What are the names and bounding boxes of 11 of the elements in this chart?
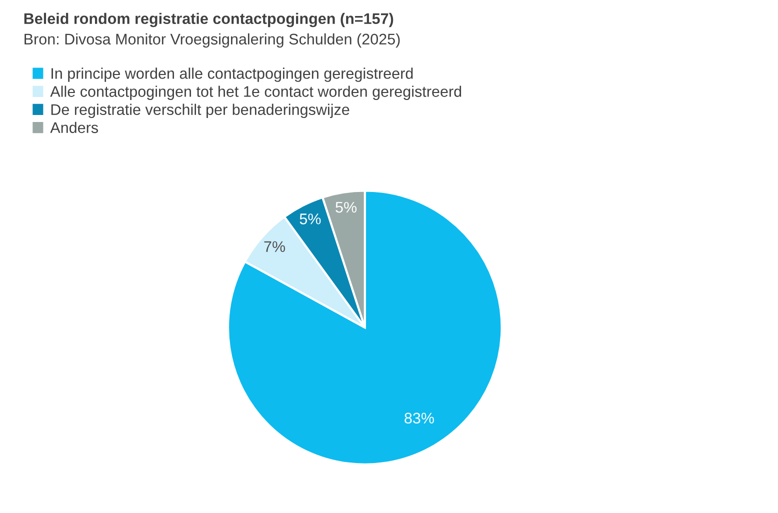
legend-label: De registratie verschilt per benaderingswijze [51,104,350,118]
data-label: 83% [404,412,434,424]
legend-label: In principe worden alle contactpogingen geregistreerd [52,68,413,82]
chart-subtitle: Bron: Divosa Monitor Vroegsignalering Schulden (2025) [24,33,400,48]
data-label: 5% [300,214,321,224]
legend-label: Anders [50,122,98,134]
data-label: 7% [264,241,286,252]
legend-label: Alle contactpogingen tot het 1e contact worden geregistreerd [50,86,462,100]
chart-title: Beleid rondom registratie contactpogingen (n=157) [24,12,394,28]
data-label: 5% [336,202,357,213]
pie-slice [226,190,503,466]
